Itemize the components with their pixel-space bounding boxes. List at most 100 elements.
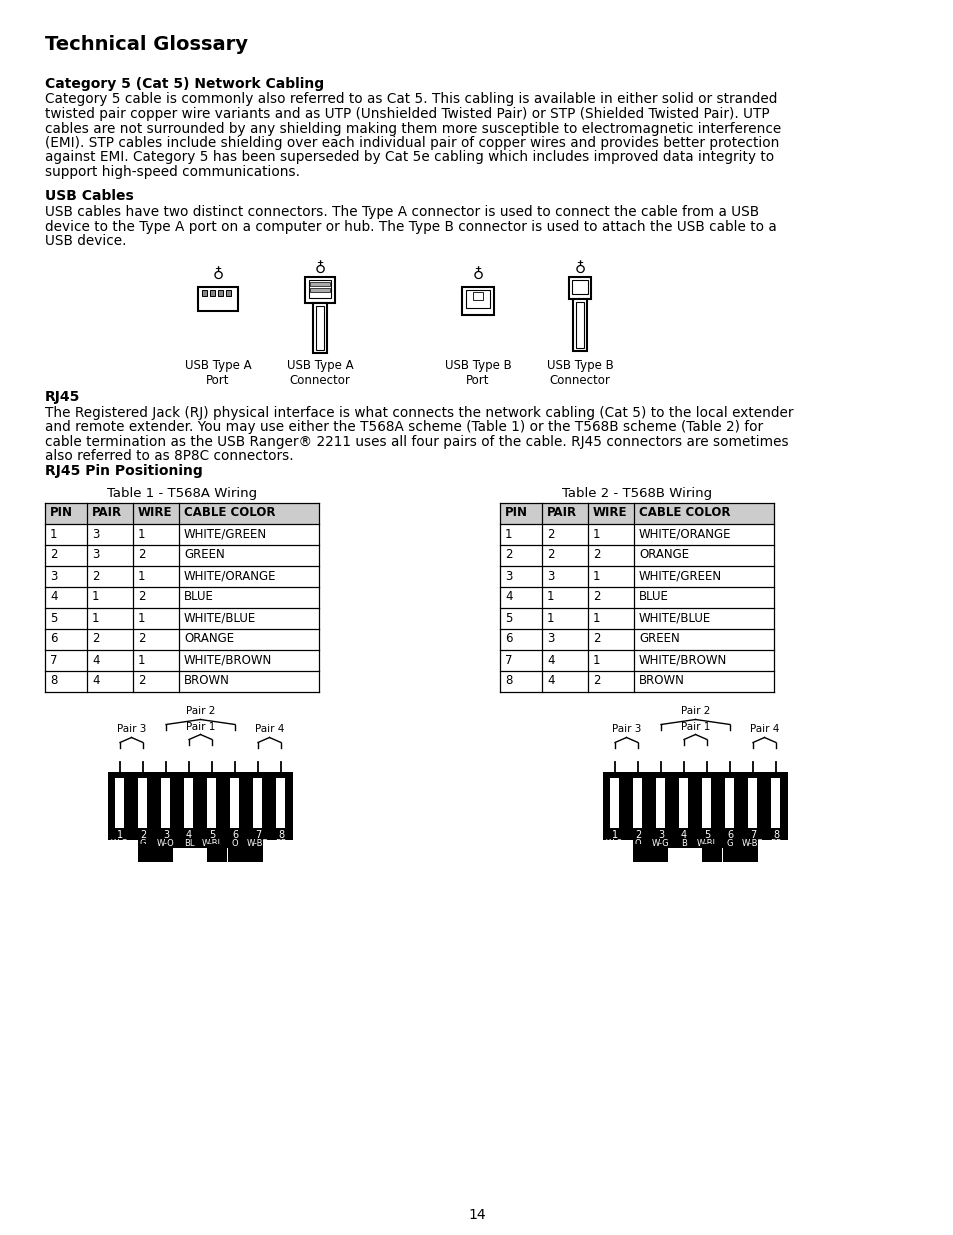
- Bar: [310, 282, 330, 285]
- Text: Category 5 cable is commonly also referred to as Cat 5. This cabling is availabl: Category 5 cable is commonly also referr…: [45, 93, 777, 106]
- Text: W-BR: W-BR: [247, 840, 269, 848]
- Text: 3: 3: [504, 569, 512, 583]
- Text: 8: 8: [772, 830, 779, 841]
- Text: 2: 2: [593, 674, 599, 688]
- Text: 3: 3: [658, 830, 663, 841]
- Text: B: B: [680, 840, 686, 848]
- Text: 2: 2: [91, 632, 99, 646]
- Text: CABLE COLOR: CABLE COLOR: [639, 506, 730, 520]
- Text: 4: 4: [91, 674, 99, 688]
- Text: 1: 1: [138, 653, 146, 667]
- Text: 2: 2: [138, 674, 146, 688]
- Text: 1: 1: [138, 527, 146, 541]
- Text: 1: 1: [91, 611, 99, 625]
- Text: 4: 4: [504, 590, 512, 604]
- Text: WHITE/ORANGE: WHITE/ORANGE: [184, 569, 276, 583]
- Text: twisted pair copper wire variants and as UTP (Unshielded Twisted Pair) or STP (S: twisted pair copper wire variants and as…: [45, 107, 769, 121]
- Bar: [161, 778, 171, 827]
- Bar: [198, 287, 237, 310]
- Text: W-G: W-G: [652, 840, 669, 848]
- Text: 4: 4: [546, 653, 554, 667]
- Bar: [758, 840, 787, 862]
- Bar: [231, 778, 239, 827]
- Text: BROWN: BROWN: [639, 674, 684, 688]
- Text: 1: 1: [50, 527, 57, 541]
- Text: 6: 6: [504, 632, 512, 646]
- Bar: [138, 844, 158, 862]
- Text: USB device.: USB device.: [45, 233, 127, 248]
- Text: ♁: ♁: [314, 261, 325, 275]
- Text: RJ45: RJ45: [45, 390, 80, 405]
- Text: Pair 2: Pair 2: [186, 706, 215, 716]
- Text: 2: 2: [91, 569, 99, 583]
- Text: 2: 2: [50, 548, 57, 562]
- Text: 1: 1: [593, 569, 599, 583]
- Text: 6: 6: [726, 830, 732, 841]
- Text: 8: 8: [277, 830, 284, 841]
- Text: 2: 2: [138, 590, 146, 604]
- Bar: [667, 847, 722, 862]
- Bar: [771, 778, 780, 827]
- Text: 2: 2: [593, 548, 599, 562]
- Text: Table 1 - T568A Wiring: Table 1 - T568A Wiring: [107, 487, 256, 499]
- Text: 1: 1: [593, 653, 599, 667]
- Text: 5: 5: [703, 830, 709, 841]
- Text: support high-speed communications.: support high-speed communications.: [45, 165, 299, 179]
- Bar: [573, 299, 586, 351]
- Bar: [172, 847, 228, 862]
- Text: 2: 2: [138, 548, 146, 562]
- Text: WIRE: WIRE: [593, 506, 627, 520]
- Text: W-BL: W-BL: [696, 840, 717, 848]
- Text: 2: 2: [546, 548, 554, 562]
- Text: O: O: [232, 840, 238, 848]
- Text: WHITE/BLUE: WHITE/BLUE: [184, 611, 256, 625]
- Text: 3: 3: [546, 632, 554, 646]
- Text: cable termination as the USB Ranger® 2211 uses all four pairs of the cable. RJ45: cable termination as the USB Ranger® 221…: [45, 435, 788, 450]
- Text: WHITE/GREEN: WHITE/GREEN: [184, 527, 267, 541]
- Text: 14: 14: [468, 1208, 485, 1221]
- Bar: [701, 778, 711, 827]
- Bar: [108, 840, 138, 862]
- Text: 1: 1: [91, 590, 99, 604]
- Bar: [656, 778, 665, 827]
- Text: 2: 2: [140, 830, 146, 841]
- Bar: [45, 503, 318, 524]
- Text: ♁: ♁: [213, 267, 223, 282]
- Text: (EMI). STP cables include shielding over each individual pair of copper wires an: (EMI). STP cables include shielding over…: [45, 136, 779, 149]
- Bar: [276, 778, 285, 827]
- Text: BLUE: BLUE: [184, 590, 213, 604]
- Bar: [218, 289, 223, 295]
- Text: device to the Type A port on a computer or hub. The Type B connector is used to : device to the Type A port on a computer …: [45, 220, 776, 233]
- Bar: [679, 778, 688, 827]
- Text: 2: 2: [504, 548, 512, 562]
- Text: 2: 2: [634, 830, 640, 841]
- Text: W-O: W-O: [157, 840, 174, 848]
- Bar: [610, 778, 618, 827]
- Text: 1: 1: [593, 527, 599, 541]
- Text: 7: 7: [50, 653, 57, 667]
- Text: 7: 7: [504, 653, 512, 667]
- Text: 1: 1: [504, 527, 512, 541]
- Bar: [226, 289, 231, 295]
- Text: USB Type A
Connector: USB Type A Connector: [287, 358, 353, 387]
- Text: CABLE COLOR: CABLE COLOR: [184, 506, 275, 520]
- Bar: [499, 503, 773, 524]
- Bar: [572, 279, 587, 294]
- Text: against EMI. Category 5 has been superseded by Cat 5e cabling which includes imp: against EMI. Category 5 has been superse…: [45, 151, 773, 164]
- Bar: [602, 772, 787, 862]
- Text: 6: 6: [50, 632, 57, 646]
- Bar: [207, 844, 227, 862]
- Text: G: G: [139, 840, 146, 848]
- Text: Pair 4: Pair 4: [749, 725, 779, 735]
- Text: ♁: ♁: [574, 261, 585, 275]
- Text: 3: 3: [91, 548, 99, 562]
- Bar: [461, 287, 494, 315]
- Text: 3: 3: [546, 569, 554, 583]
- Text: BR: BR: [274, 840, 287, 848]
- Text: 3: 3: [163, 830, 169, 841]
- Bar: [724, 778, 734, 827]
- Text: Pair 1: Pair 1: [186, 721, 215, 731]
- Text: Pair 2: Pair 2: [680, 706, 709, 716]
- Text: 8: 8: [504, 674, 512, 688]
- Bar: [315, 305, 324, 350]
